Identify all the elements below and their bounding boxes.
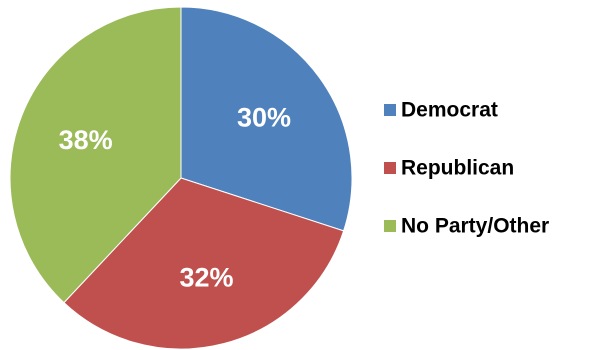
legend-label-democrat: Democrat [401, 99, 498, 122]
data-label-no-party-other: 38% [59, 125, 113, 155]
legend-swatch-republican [384, 162, 396, 174]
pie-slice-republican [63, 177, 345, 350]
slice-labels: 30% 32% 38% [59, 103, 291, 293]
legend-item-no-party-other: No Party/Other [384, 215, 549, 238]
pie-slices [9, 6, 353, 350]
pie-slice-no-party-other [9, 6, 182, 304]
data-label-republican: 32% [179, 262, 233, 292]
legend-swatch-no-party-other [384, 220, 396, 232]
legend-swatch-democrat [384, 104, 396, 116]
legend-label-no-party-other: No Party/Other [401, 215, 549, 238]
legend: Democrat Republican No Party/Other [384, 99, 549, 238]
data-label-democrat: 30% [237, 103, 291, 133]
legend-item-democrat: Democrat [384, 99, 498, 122]
pie-slice-democrat [180, 6, 353, 232]
legend-item-republican: Republican [384, 157, 514, 180]
legend-label-republican: Republican [401, 157, 514, 180]
